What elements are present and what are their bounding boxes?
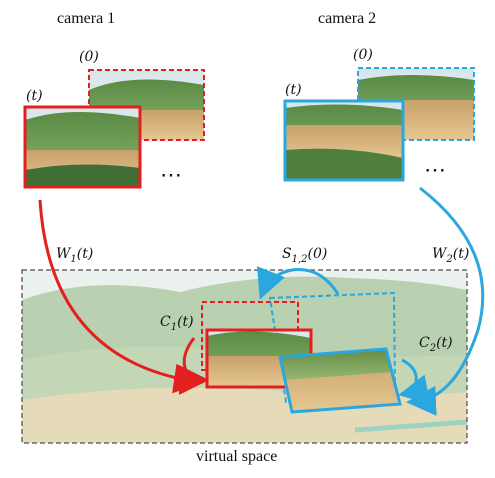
c2-label: C2(t): [419, 335, 453, 354]
camera2-title: camera 2: [318, 10, 377, 27]
camera1-ellipsis: ⋯: [160, 163, 182, 188]
camera1-frame-t: [23, 105, 142, 189]
warp2-arrow: [406, 186, 485, 416]
warp1-label: W1(t): [56, 246, 94, 265]
camera2-frame-t: [283, 99, 405, 182]
sync-label: S1,2(0): [282, 246, 328, 265]
camera2-framet-label: (t): [285, 82, 302, 98]
camera2-frame0-label: (0): [353, 47, 373, 63]
virtual-space-caption: virtual space: [196, 448, 278, 465]
sync-arrow: [256, 266, 340, 300]
camera1-frame0-label: (0): [79, 49, 99, 65]
warp2-label: W2(t): [432, 246, 470, 265]
virtual-camera2-frame: [278, 347, 402, 414]
c1-arrow: [178, 337, 209, 395]
c2-arrow: [398, 358, 431, 404]
c1-label: C1(t): [160, 314, 194, 333]
camera2-ellipsis: ⋯: [424, 158, 446, 183]
warp1-arrow: [38, 199, 204, 394]
camera1-framet-label: (t): [26, 88, 43, 104]
camera1-title: camera 1: [57, 10, 116, 27]
